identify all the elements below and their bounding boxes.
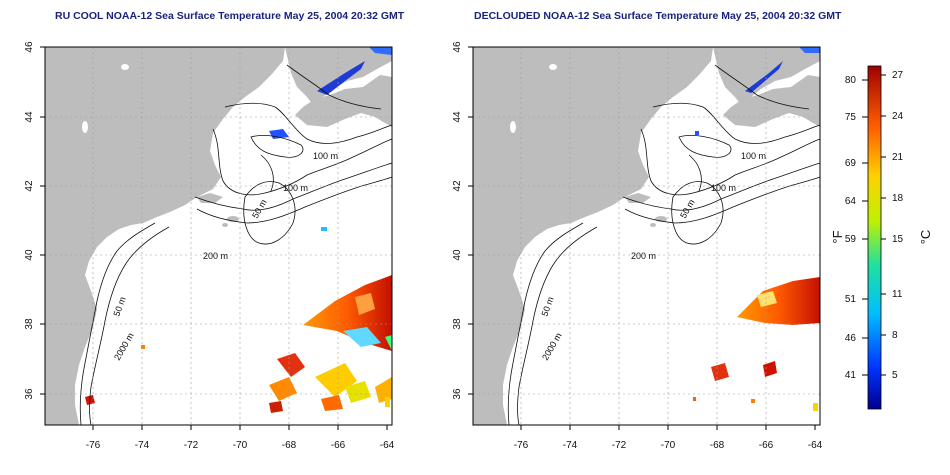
left-lon-tick-66: -66: [331, 440, 346, 451]
right-map: 100 m 100 m 50 m 200 m 50 m 2000 m: [472, 46, 821, 426]
right-lon-tick-68: -68: [710, 440, 725, 451]
left-lat-tick-36: 36: [24, 388, 35, 400]
right-map-title: DECLOUDED NOAA-12 Sea Surface Temperatur…: [474, 10, 842, 22]
right-lon-ticks: [520, 425, 816, 430]
colorbar-f-tickmarks: [862, 79, 868, 376]
c-tick-24: 24: [892, 111, 904, 122]
right-lon-tick-70: -70: [661, 440, 676, 451]
right-lon-tick-66: -66: [759, 440, 774, 451]
left-lon-tick-64: -64: [380, 440, 395, 451]
right-lat-tick-46: 46: [452, 41, 463, 53]
celsius-label: °C: [918, 230, 933, 245]
left-lon-ticks: [92, 425, 388, 430]
f-tick-69: 69: [845, 158, 857, 169]
left-lat-tick-44: 44: [24, 111, 35, 123]
left-lat-tick-46: 46: [24, 41, 35, 53]
colorbar-gradient: [867, 65, 882, 410]
f-tick-46: 46: [845, 333, 857, 344]
c-tick-21: 21: [892, 152, 904, 163]
right-lat-tick-40: 40: [452, 249, 463, 261]
left-label-200m: 200 m: [203, 251, 228, 261]
right-label-100m-b: 100 m: [711, 183, 736, 193]
fahrenheit-label: °F: [830, 230, 845, 243]
right-label-200m: 200 m: [631, 251, 656, 261]
left-map: 100 m 100 m 50 m 200 m 50 m 2000 m: [44, 46, 393, 426]
left-lon-axis: -76 -74 -72 -70 -68 -66 -64: [86, 440, 395, 451]
f-tick-80: 80: [845, 75, 857, 86]
left-lat-axis: 36 38 40 42 44 46: [24, 41, 35, 400]
left-sst-patches: [85, 47, 392, 413]
c-tick-18: 18: [892, 193, 904, 204]
left-lat-ticks: [40, 46, 45, 395]
c-tick-27: 27: [892, 70, 904, 81]
left-label-100m-b: 100 m: [283, 183, 308, 193]
left-lat-tick-40: 40: [24, 249, 35, 261]
c-tick-8: 8: [892, 330, 898, 341]
c-tick-5: 5: [892, 370, 898, 381]
right-lat-tick-44: 44: [452, 111, 463, 123]
left-lon-tick-72: -72: [184, 440, 199, 451]
f-tick-41: 41: [845, 370, 857, 381]
c-tick-15: 15: [892, 234, 904, 245]
left-lon-tick-74: -74: [135, 440, 150, 451]
right-lat-tick-36: 36: [452, 388, 463, 400]
colorbar-f-ticks: 80 75 69 64 59 51 46 41: [845, 75, 857, 381]
temperature-colorbar: 80 75 69 64 59 51 46 41 27 24 21 18 15: [830, 65, 933, 410]
f-tick-59: 59: [845, 234, 857, 245]
right-lat-ticks: [468, 46, 473, 395]
left-lon-tick-70: -70: [233, 440, 248, 451]
colorbar-c-ticks: 27 24 21 18 15 11 8 5: [892, 70, 904, 381]
c-tick-11: 11: [892, 289, 903, 300]
left-lon-tick-68: -68: [282, 440, 297, 451]
right-lat-tick-38: 38: [452, 318, 463, 330]
right-lon-tick-64: -64: [808, 440, 823, 451]
left-label-100m-a: 100 m: [313, 151, 338, 161]
left-lat-tick-38: 38: [24, 318, 35, 330]
right-lat-tick-42: 42: [452, 180, 463, 192]
right-lon-tick-72: -72: [612, 440, 627, 451]
right-lat-axis: 36 38 40 42 44 46: [452, 41, 463, 400]
right-label-100m-a: 100 m: [741, 151, 766, 161]
left-map-title: RU COOL NOAA-12 Sea Surface Temperature …: [55, 10, 405, 22]
right-lon-axis: -76 -74 -72 -70 -68 -66 -64: [514, 440, 823, 451]
f-tick-75: 75: [845, 112, 857, 123]
f-tick-51: 51: [845, 294, 857, 305]
colorbar-c-tickmarks: [881, 74, 886, 376]
left-lon-tick-76: -76: [86, 440, 101, 451]
right-lon-tick-76: -76: [514, 440, 529, 451]
right-lon-tick-74: -74: [563, 440, 578, 451]
f-tick-64: 64: [845, 196, 857, 207]
left-lat-tick-42: 42: [24, 180, 35, 192]
right-sst-patches: [693, 47, 820, 411]
